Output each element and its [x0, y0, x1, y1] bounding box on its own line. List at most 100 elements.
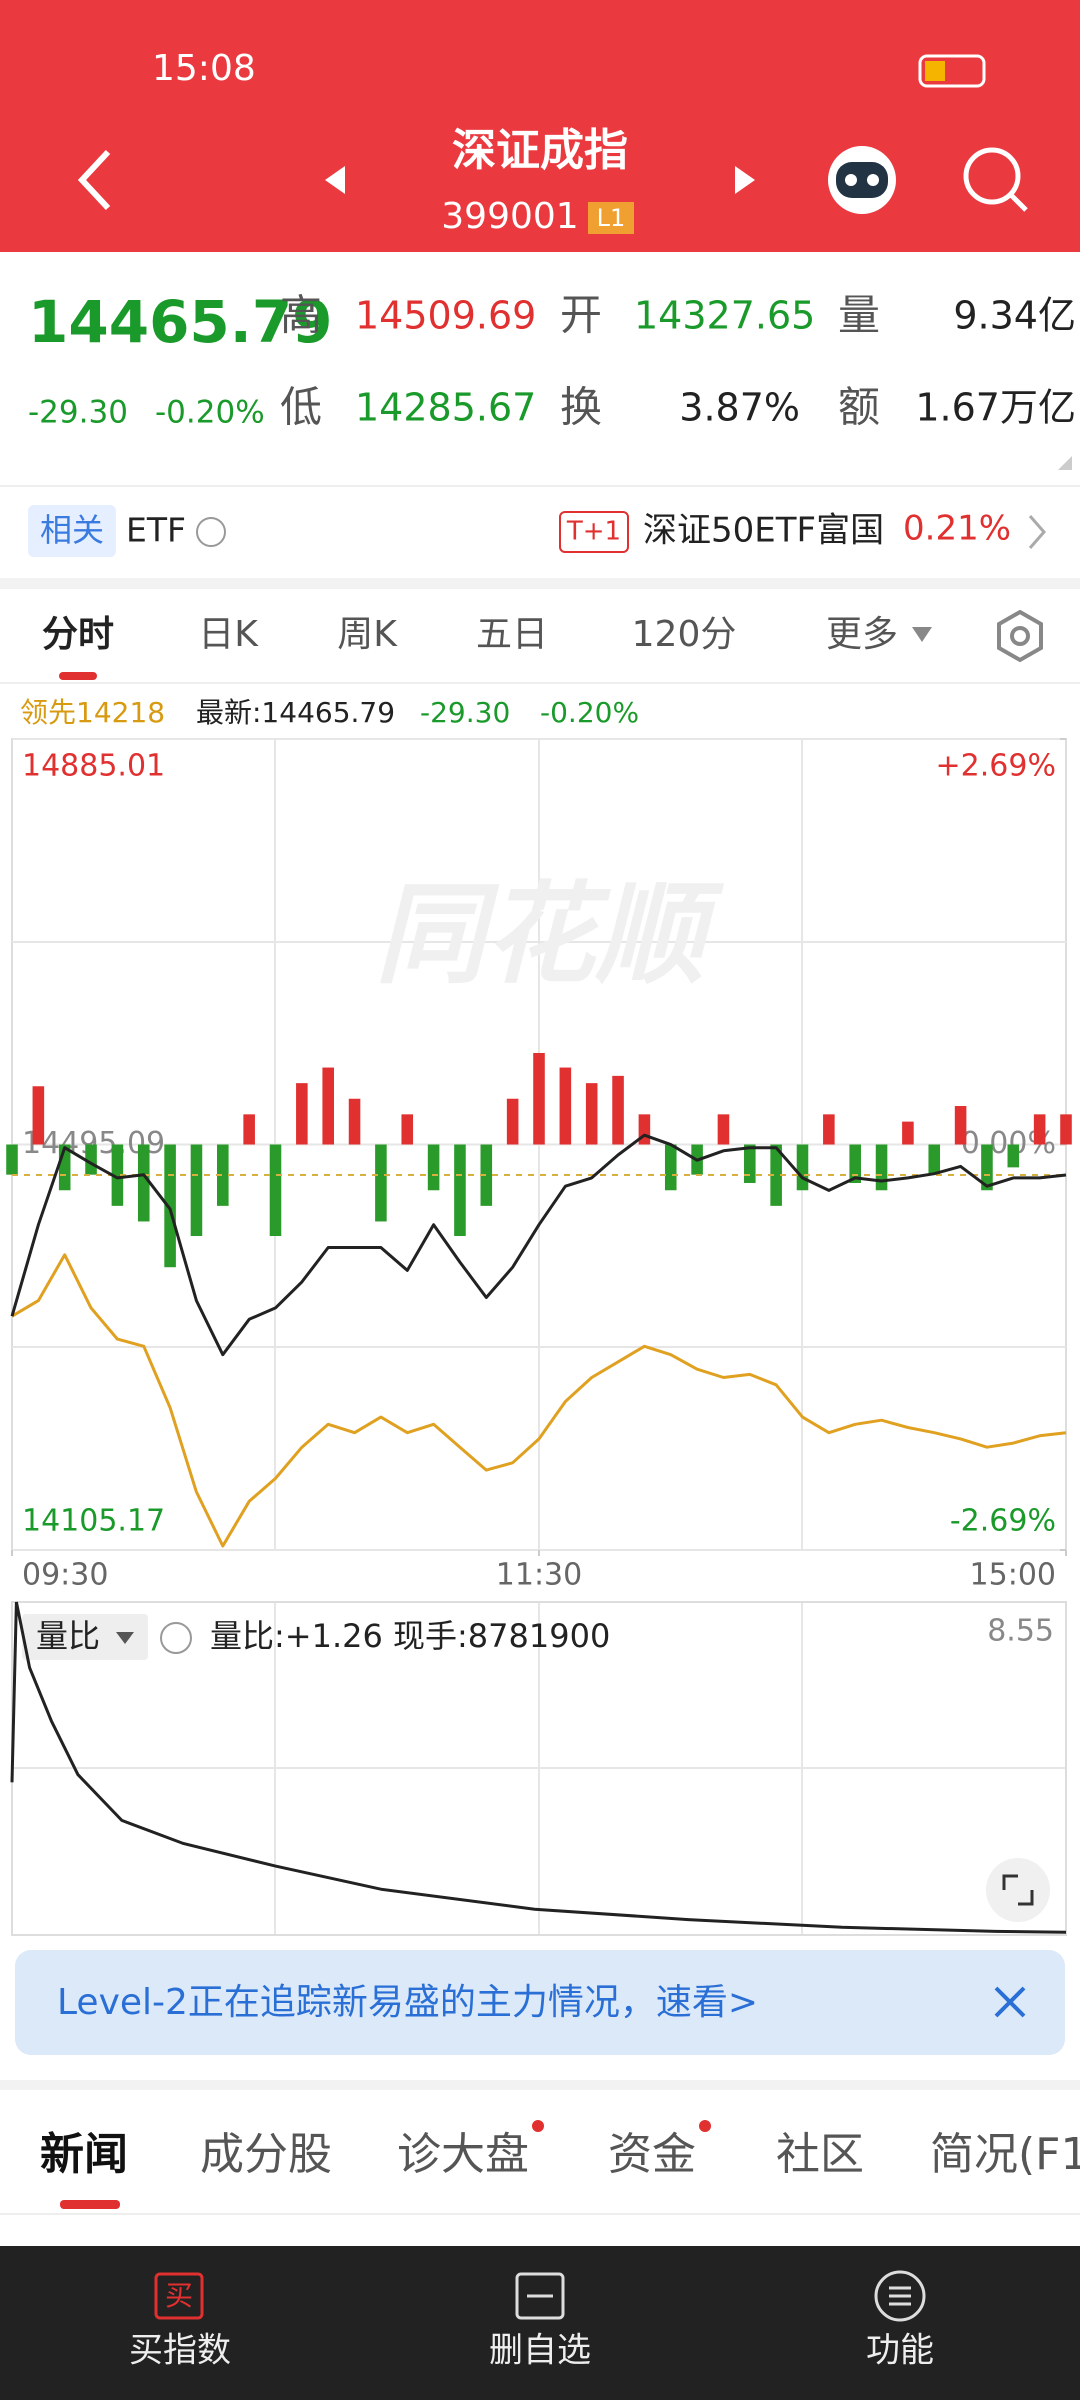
etf-tag: 相关 — [40, 511, 104, 549]
banner-text[interactable]: Level-2正在追踪新易盛的主力情况，速看> — [57, 1982, 758, 2023]
y-tick-label: 14885.01 — [22, 749, 165, 784]
news-tab[interactable]: 社区 — [776, 2129, 864, 2180]
flow-bar — [269, 1144, 282, 1237]
flow-bar — [664, 1144, 677, 1191]
y2-tick-label: -2.69% — [950, 1504, 1056, 1539]
flow-bar — [1007, 1144, 1020, 1168]
separator — [0, 2080, 1080, 2090]
open-value: 14327.65 — [634, 294, 815, 338]
label: 开 — [560, 291, 602, 340]
lead-info: 领先14218 — [20, 696, 165, 729]
flow-bar — [612, 1075, 624, 1145]
etf-change: 0.21% — [903, 509, 1011, 549]
ratio-value: 量比:+1.26 — [210, 1617, 383, 1655]
svg-text:买: 买 — [165, 2279, 193, 2312]
flow-bar — [58, 1144, 71, 1191]
flow-bar — [981, 1144, 993, 1191]
red-dot — [532, 2120, 544, 2132]
expand-button[interactable] — [986, 1858, 1050, 1922]
label: 高 — [280, 291, 322, 340]
flow-bar — [427, 1144, 440, 1191]
flow-bar — [770, 1144, 782, 1206]
help-icon[interactable] — [196, 517, 226, 547]
x-tick-label: 09:30 — [22, 1558, 108, 1593]
flow-bar — [902, 1121, 914, 1145]
flow-bar — [744, 1144, 756, 1183]
flow-bar — [823, 1114, 835, 1145]
help-icon[interactable] — [160, 1622, 192, 1654]
tab[interactable]: 分时 — [42, 614, 114, 655]
news-tab[interactable]: 新闻 — [40, 2129, 128, 2180]
flow-bar — [137, 1144, 150, 1222]
battery-level — [925, 61, 945, 81]
news-indicator — [60, 2200, 120, 2209]
quote-change: -29.30 — [28, 395, 128, 431]
search-button[interactable] — [963, 147, 1028, 212]
header-bg — [0, 0, 1080, 252]
price-line — [10, 1133, 1067, 1357]
flow-bar — [243, 1114, 255, 1145]
high-value: 14509.69 — [355, 294, 536, 338]
news-tab[interactable]: 诊大盘 — [397, 2129, 529, 2180]
tab[interactable]: 五日 — [476, 614, 548, 655]
more-arrow — [912, 627, 932, 642]
index-title: 深证成指 — [452, 125, 628, 176]
prev-button[interactable] — [325, 166, 345, 194]
tab[interactable]: 周K — [337, 614, 398, 655]
banner-bg[interactable] — [15, 1950, 1065, 2055]
buy-icon[interactable]: 买 — [154, 2272, 204, 2320]
latest-info: 最新:14465.79 — [196, 696, 395, 729]
etf-name[interactable]: 深证50ETF富国 — [643, 511, 884, 551]
label: 低 — [280, 383, 322, 432]
flow-bar — [322, 1067, 334, 1145]
level-badge — [588, 202, 634, 234]
flow-bar — [506, 1098, 519, 1145]
flow-bar — [480, 1144, 493, 1206]
selector-bg[interactable] — [22, 1614, 148, 1660]
function-icon[interactable] — [874, 2270, 926, 2322]
level-text: L1 — [597, 204, 626, 232]
back-button[interactable] — [77, 149, 111, 211]
red-dot — [699, 2120, 711, 2132]
battery — [918, 54, 986, 88]
ratio-line — [10, 1601, 1067, 1934]
t1-badge-bg — [559, 511, 629, 553]
flow-bar — [585, 1083, 598, 1145]
flow-bar — [85, 1144, 97, 1175]
news-tab[interactable]: 成分股 — [200, 2129, 332, 2180]
flow-bar — [164, 1144, 176, 1268]
index-code: 399001 — [441, 196, 578, 237]
quote-change-pct: -0.20% — [155, 395, 265, 431]
flow-bar — [638, 1114, 651, 1145]
news-tab[interactable]: 资金 — [608, 2129, 696, 2180]
flow-bar — [190, 1144, 203, 1237]
hand-value: 现手:8781900 — [393, 1617, 610, 1655]
tab[interactable]: 日K — [198, 614, 259, 655]
corner-mark — [1058, 456, 1072, 470]
banner-close[interactable] — [994, 1986, 1026, 2018]
chevron[interactable] — [1028, 515, 1046, 549]
lead-line — [11, 1253, 1067, 1548]
etf-label: ETF — [126, 511, 186, 550]
amount-value: 1.67万亿 — [915, 386, 1076, 430]
bottom-tab[interactable]: 删自选 — [489, 2331, 591, 2371]
ratio-selector[interactable]: 量比 — [36, 1617, 100, 1655]
tab[interactable]: 120分 — [632, 614, 737, 655]
news-tab[interactable]: 简况(F10 — [930, 2129, 1080, 2180]
bottom-tab[interactable]: 买指数 — [129, 2331, 231, 2371]
next-button[interactable] — [735, 166, 755, 194]
etf-tag-bg — [28, 505, 116, 557]
flow-bar — [928, 1144, 941, 1175]
settings-button[interactable] — [997, 609, 1043, 663]
tab[interactable]: 更多 — [826, 614, 898, 655]
flow-bar — [375, 1144, 387, 1222]
x-tick-label: 11:30 — [496, 1558, 582, 1593]
separator — [0, 578, 1080, 589]
change-info: -29.30 — [420, 696, 510, 729]
robot-button[interactable] — [828, 146, 896, 214]
bottom-tab[interactable]: 功能 — [866, 2331, 934, 2371]
remove-icon[interactable] — [515, 2272, 565, 2320]
flow-bar — [717, 1114, 730, 1145]
selector-arrow — [116, 1632, 134, 1644]
